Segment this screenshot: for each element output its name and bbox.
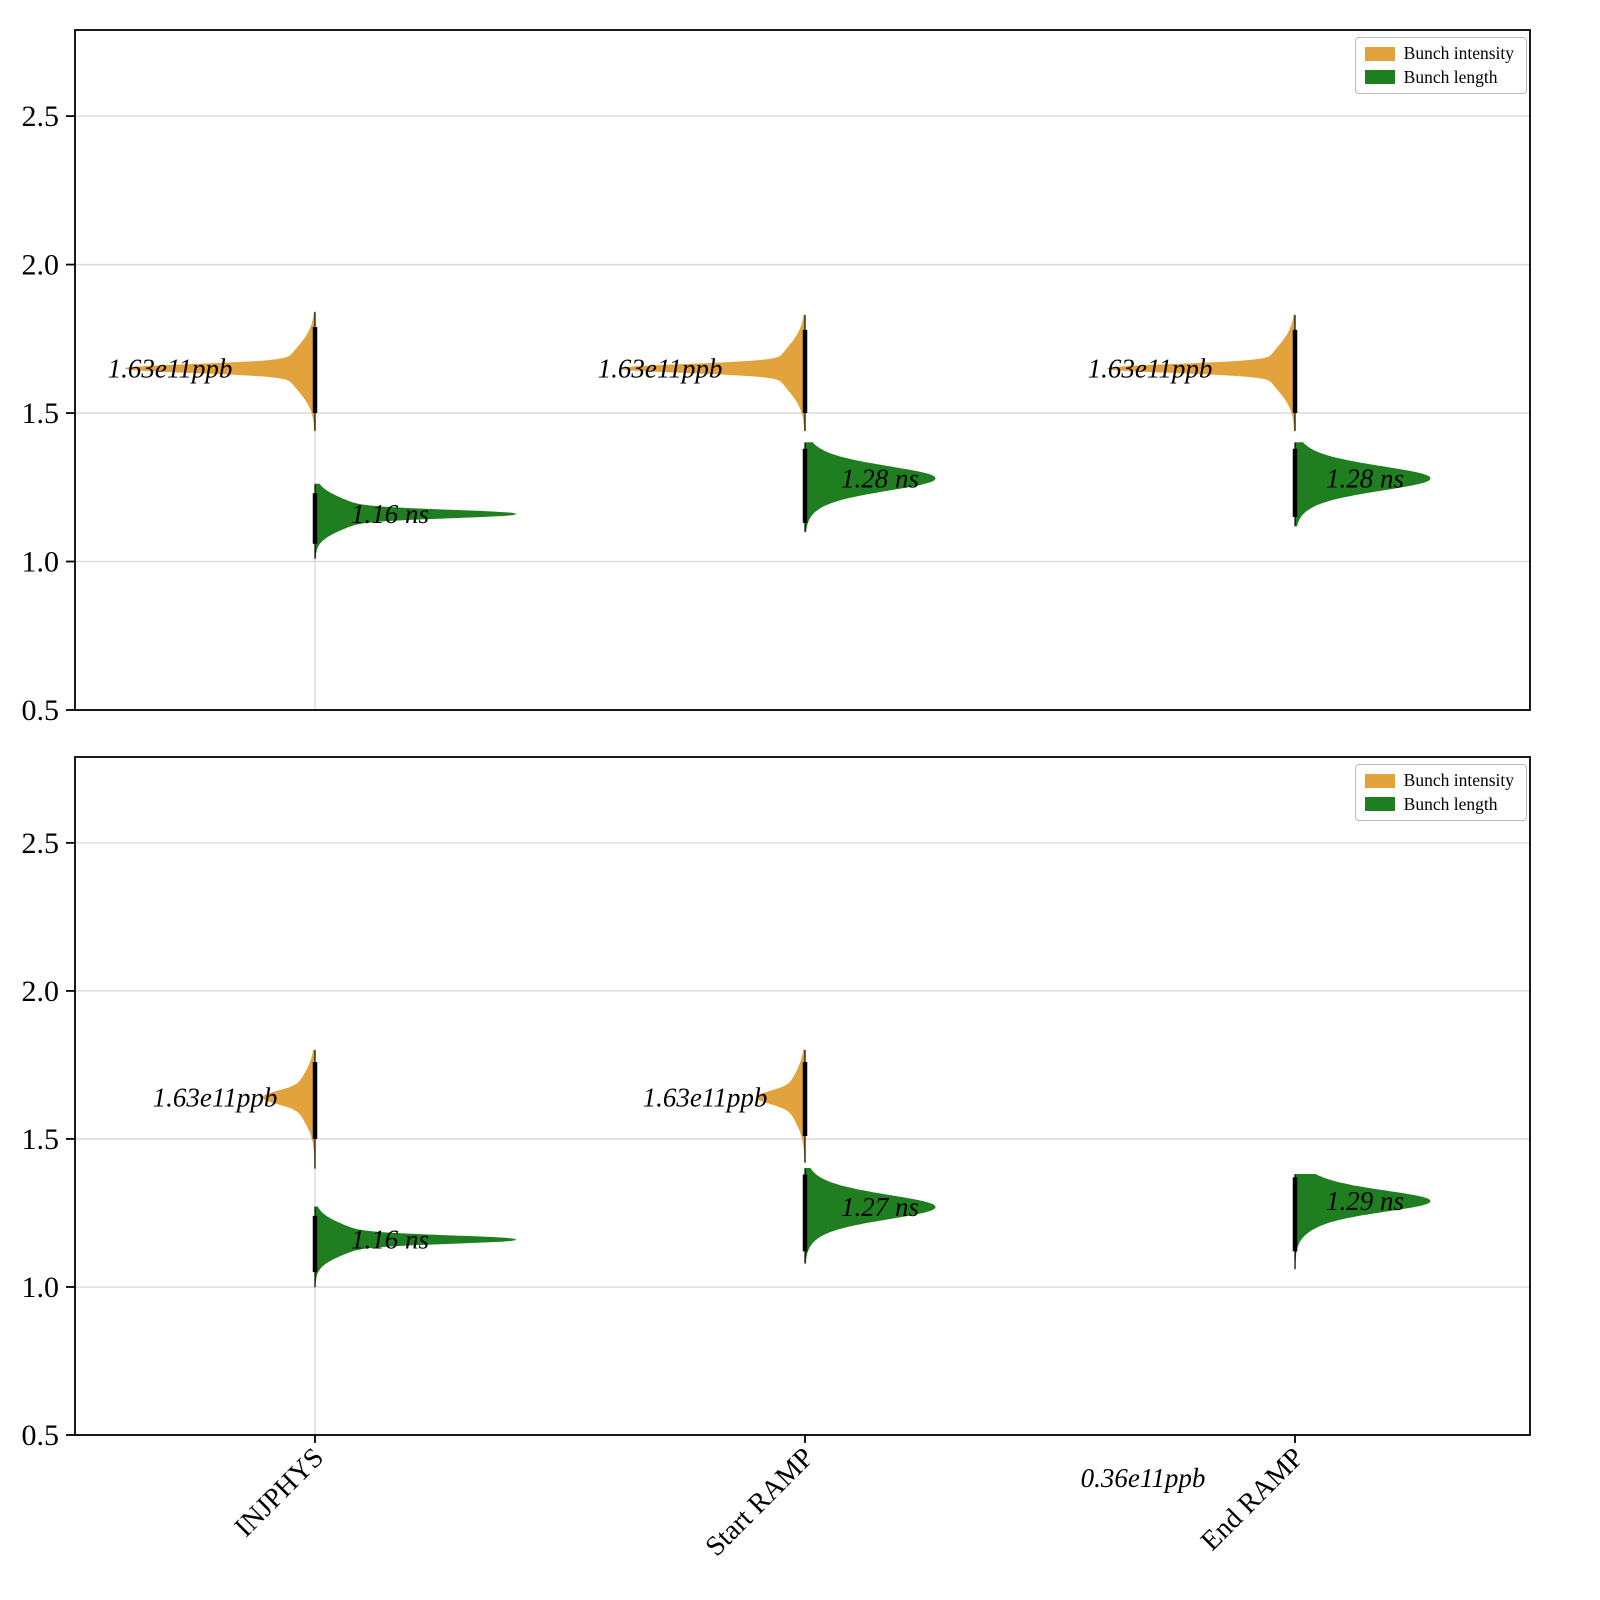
y-tick-label: 1.5 bbox=[22, 1123, 60, 1156]
violin-annotation: 1.63e11ppb bbox=[643, 1082, 768, 1112]
y-tick-label: 1.0 bbox=[22, 1271, 60, 1304]
violin-length bbox=[1294, 442, 1431, 527]
violin-annotation: 1.16 ns bbox=[351, 499, 429, 529]
y-tick-label: 2.5 bbox=[22, 100, 60, 133]
x-tick-label: INJPHYS bbox=[229, 1442, 330, 1543]
legend-item-bunch-intensity: Bunch intensity bbox=[1364, 43, 1514, 63]
y-tick-label: 1.0 bbox=[22, 546, 60, 579]
y-tick-label: 2.0 bbox=[22, 975, 60, 1008]
legend-item-bunch-intensity: Bunch intensity bbox=[1364, 770, 1514, 790]
violin-intensity bbox=[1107, 314, 1296, 432]
violin-intensity bbox=[756, 1049, 806, 1164]
axes-border bbox=[74, 29, 1531, 711]
violin-length bbox=[314, 483, 517, 560]
violin-annotation: 1.28 ns bbox=[1326, 463, 1404, 493]
violin-intensity bbox=[620, 314, 806, 432]
bunch-intensity-swatch bbox=[1364, 46, 1395, 61]
violin-annotation: 1.29 ns bbox=[1326, 1186, 1404, 1216]
violin-intensity bbox=[125, 311, 316, 432]
violin-annotation: 1.63e11ppb bbox=[1088, 354, 1213, 384]
violin-annotation: 1.63e11ppb bbox=[598, 354, 723, 384]
violin-annotation: 1.16 ns bbox=[351, 1225, 429, 1255]
legend-label: Bunch intensity bbox=[1403, 43, 1514, 63]
violin-annotation: 1.28 ns bbox=[841, 463, 919, 493]
bunch-intensity-swatch bbox=[1364, 773, 1395, 788]
extra-annotation: 0.36e11ppb bbox=[1081, 1463, 1206, 1493]
y-tick-label: 2.0 bbox=[22, 249, 60, 282]
legend-item-bunch-length: Bunch length bbox=[1364, 793, 1514, 814]
y-tick-label: 0.5 bbox=[22, 1419, 60, 1452]
x-tick-label: Start RAMP bbox=[700, 1442, 820, 1562]
legend-label: Bunch length bbox=[1403, 793, 1498, 814]
violin-length bbox=[1294, 1174, 1431, 1270]
y-tick-label: 2.5 bbox=[22, 827, 60, 860]
violin-length bbox=[314, 1206, 517, 1288]
violin-annotation: 1.63e11ppb bbox=[153, 1082, 278, 1112]
violin-length bbox=[804, 1168, 936, 1264]
bunch-length-swatch bbox=[1364, 797, 1395, 812]
legend-bottom-panel: Bunch intensity Bunch length bbox=[1354, 764, 1527, 821]
y-tick-label: 0.5 bbox=[22, 694, 60, 727]
x-tick-label: End RAMP bbox=[1195, 1442, 1310, 1557]
legend-label: Bunch length bbox=[1403, 66, 1498, 87]
bunch-length-swatch bbox=[1364, 70, 1395, 85]
legend-label: Bunch intensity bbox=[1403, 770, 1514, 790]
axes-border bbox=[74, 756, 1531, 1436]
y-tick-label: 1.5 bbox=[22, 397, 60, 430]
violin-annotation: 1.63e11ppb bbox=[108, 354, 233, 384]
violin-length bbox=[804, 442, 936, 533]
violin-intensity bbox=[262, 1049, 316, 1169]
violin-annotation: 1.27 ns bbox=[841, 1192, 919, 1222]
legend-top-panel: Bunch intensity Bunch length bbox=[1354, 37, 1527, 94]
legend-item-bunch-length: Bunch length bbox=[1364, 66, 1514, 87]
